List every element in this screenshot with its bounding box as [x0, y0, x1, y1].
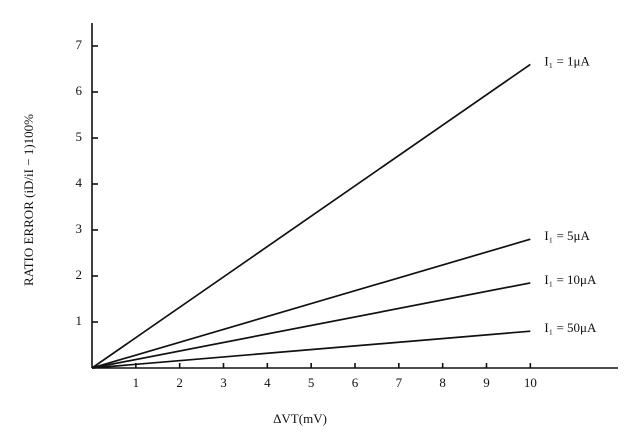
legend-label: I₁ = 1μA — [544, 53, 590, 68]
legend-label: I₁ = 10μA — [544, 272, 597, 287]
y-tick-label: 4 — [76, 175, 83, 190]
x-tick-label: 8 — [439, 375, 446, 390]
legend-label: I₁ = 50μA — [544, 320, 597, 335]
y-tick-label: 1 — [76, 313, 83, 328]
legend-label: I₁ = 5μA — [544, 228, 590, 243]
y-axis-label: RATIO ERROR (iD/iI − 1)100% — [21, 114, 36, 286]
series-line — [92, 331, 530, 368]
y-tick-label: 6 — [76, 83, 83, 98]
x-tick-label: 10 — [524, 375, 537, 390]
x-tick-label: 7 — [396, 375, 403, 390]
x-tick-label: 1 — [133, 375, 140, 390]
page: {"chart_data": {"type": "line", "x_label… — [0, 0, 635, 436]
y-tick-label: 5 — [76, 129, 83, 144]
x-tick-label: 6 — [352, 375, 359, 390]
x-axis-label: ΔVT(mV) — [273, 411, 327, 426]
y-tick-label: 3 — [76, 221, 83, 236]
x-tick-label: 5 — [308, 375, 315, 390]
chart: RATIO ERROR (iD/iI − 1)100% ΔVT(mV) 1 2 3 4… — [0, 0, 635, 436]
x-tick-label: 4 — [264, 375, 271, 390]
series-line — [92, 283, 530, 368]
y-tick-label: 7 — [76, 37, 83, 52]
x-tick-label: 3 — [220, 375, 227, 390]
series-line — [92, 64, 530, 368]
y-tick-label: 2 — [76, 267, 83, 282]
x-tick-label: 9 — [483, 375, 490, 390]
series-line — [92, 239, 530, 368]
x-tick-label: 2 — [176, 375, 183, 390]
